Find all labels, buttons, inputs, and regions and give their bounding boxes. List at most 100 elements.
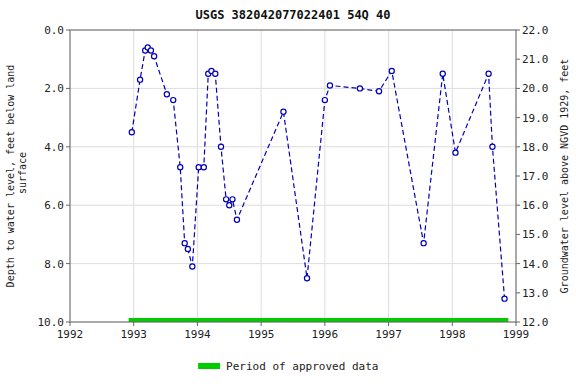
y-tick bbox=[66, 322, 70, 323]
y-grid-line bbox=[70, 205, 516, 206]
point bbox=[201, 165, 206, 170]
legend-swatch bbox=[198, 363, 220, 369]
y2-tick-label: 12.0 bbox=[522, 316, 549, 329]
x-tick bbox=[133, 322, 134, 326]
x-tick bbox=[324, 322, 325, 326]
point bbox=[440, 71, 445, 76]
title: USGS 382042077022401 54Q 40 bbox=[195, 8, 390, 22]
y2-tick bbox=[516, 59, 520, 60]
x-tick bbox=[197, 322, 198, 326]
x-tick bbox=[452, 322, 453, 326]
y-tick-label: 10.0 bbox=[38, 316, 65, 329]
y2-tick-label: 18.0 bbox=[522, 141, 549, 154]
x-tick-label: 1994 bbox=[184, 328, 211, 341]
y-tick bbox=[66, 263, 70, 264]
y2-tick-label: 21.0 bbox=[522, 53, 549, 66]
point bbox=[490, 144, 495, 149]
data bbox=[129, 45, 509, 322]
y2-tick bbox=[516, 263, 520, 264]
y2-tick bbox=[516, 176, 520, 177]
point bbox=[171, 97, 176, 102]
x-tick-label: 1993 bbox=[120, 328, 147, 341]
legend-label: Period of approved data bbox=[226, 360, 378, 373]
y2-tick-label: 20.0 bbox=[522, 82, 549, 95]
x-grid-line bbox=[133, 30, 134, 322]
x-tick bbox=[70, 322, 71, 326]
y-grid-line bbox=[70, 88, 516, 89]
x-tick-label: 1999 bbox=[503, 328, 530, 341]
point bbox=[213, 71, 218, 76]
point bbox=[152, 54, 157, 59]
y2-tick-label: 19.0 bbox=[522, 112, 549, 125]
x-tick-label: 1996 bbox=[312, 328, 339, 341]
x-tick-label: 1998 bbox=[439, 328, 466, 341]
point bbox=[182, 241, 187, 246]
approved-bar bbox=[129, 318, 509, 322]
y-tick-label: 2.0 bbox=[44, 82, 64, 95]
y-grid-line bbox=[70, 263, 516, 264]
y-grid-line bbox=[70, 146, 516, 147]
point bbox=[218, 144, 223, 149]
y2-tick-label: 15.0 bbox=[522, 228, 549, 241]
plot-area bbox=[70, 30, 516, 322]
point bbox=[230, 197, 235, 202]
y-tick-label: 4.0 bbox=[44, 141, 64, 154]
point bbox=[502, 296, 507, 301]
x-grid-line bbox=[261, 30, 262, 322]
frame bbox=[70, 30, 516, 322]
y2-tick-label: 14.0 bbox=[522, 258, 549, 271]
point bbox=[137, 77, 142, 82]
point bbox=[304, 276, 309, 281]
x-tick bbox=[388, 322, 389, 326]
point bbox=[357, 86, 362, 91]
y2-tick bbox=[516, 205, 520, 206]
y-axis-label: Depth to water level, feet below land su… bbox=[5, 65, 28, 288]
point bbox=[190, 264, 195, 269]
y2-tick bbox=[516, 234, 520, 235]
x-grid-line bbox=[452, 30, 453, 322]
y-tick-label: 0.0 bbox=[44, 24, 64, 37]
point bbox=[322, 97, 327, 102]
y2-tick bbox=[516, 88, 520, 89]
y-axis-label-line: surface bbox=[17, 152, 28, 200]
point bbox=[234, 217, 239, 222]
x-tick bbox=[261, 322, 262, 326]
x-tick-label: 1997 bbox=[375, 328, 402, 341]
y2-tick bbox=[516, 146, 520, 147]
point bbox=[224, 197, 229, 202]
point bbox=[227, 203, 232, 208]
y-tick bbox=[66, 88, 70, 89]
point bbox=[281, 109, 286, 114]
point bbox=[178, 165, 183, 170]
y2-tick-label: 17.0 bbox=[522, 170, 549, 183]
point bbox=[164, 92, 169, 97]
point bbox=[376, 89, 381, 94]
x-grid-line bbox=[388, 30, 389, 322]
grid bbox=[70, 30, 516, 322]
y2-tick-label: 16.0 bbox=[522, 199, 549, 212]
y2-axis-label: Groundwater level above NGVD 1929, feet bbox=[559, 59, 570, 294]
y2-tick-label: 13.0 bbox=[522, 287, 549, 300]
x-grid-line bbox=[197, 30, 198, 322]
y-axis-label-line: Depth to water level, feet below land bbox=[5, 65, 16, 288]
point bbox=[327, 83, 332, 88]
x-tick-label: 1995 bbox=[248, 328, 275, 341]
point bbox=[389, 68, 394, 73]
y-tick bbox=[66, 205, 70, 206]
y2-tick bbox=[516, 322, 520, 323]
point bbox=[196, 165, 201, 170]
y2-tick bbox=[516, 30, 520, 31]
point bbox=[129, 130, 134, 135]
x-tick bbox=[516, 322, 517, 326]
point bbox=[486, 71, 491, 76]
y2-tick-label: 22.0 bbox=[522, 24, 549, 37]
point bbox=[453, 150, 458, 155]
y2-tick bbox=[516, 292, 520, 293]
y2-tick bbox=[516, 117, 520, 118]
y-tick-label: 6.0 bbox=[44, 199, 64, 212]
series-line bbox=[132, 48, 505, 299]
point bbox=[185, 246, 190, 251]
point bbox=[148, 48, 153, 53]
legend: Period of approved data bbox=[198, 360, 378, 373]
x-grid-line bbox=[324, 30, 325, 322]
